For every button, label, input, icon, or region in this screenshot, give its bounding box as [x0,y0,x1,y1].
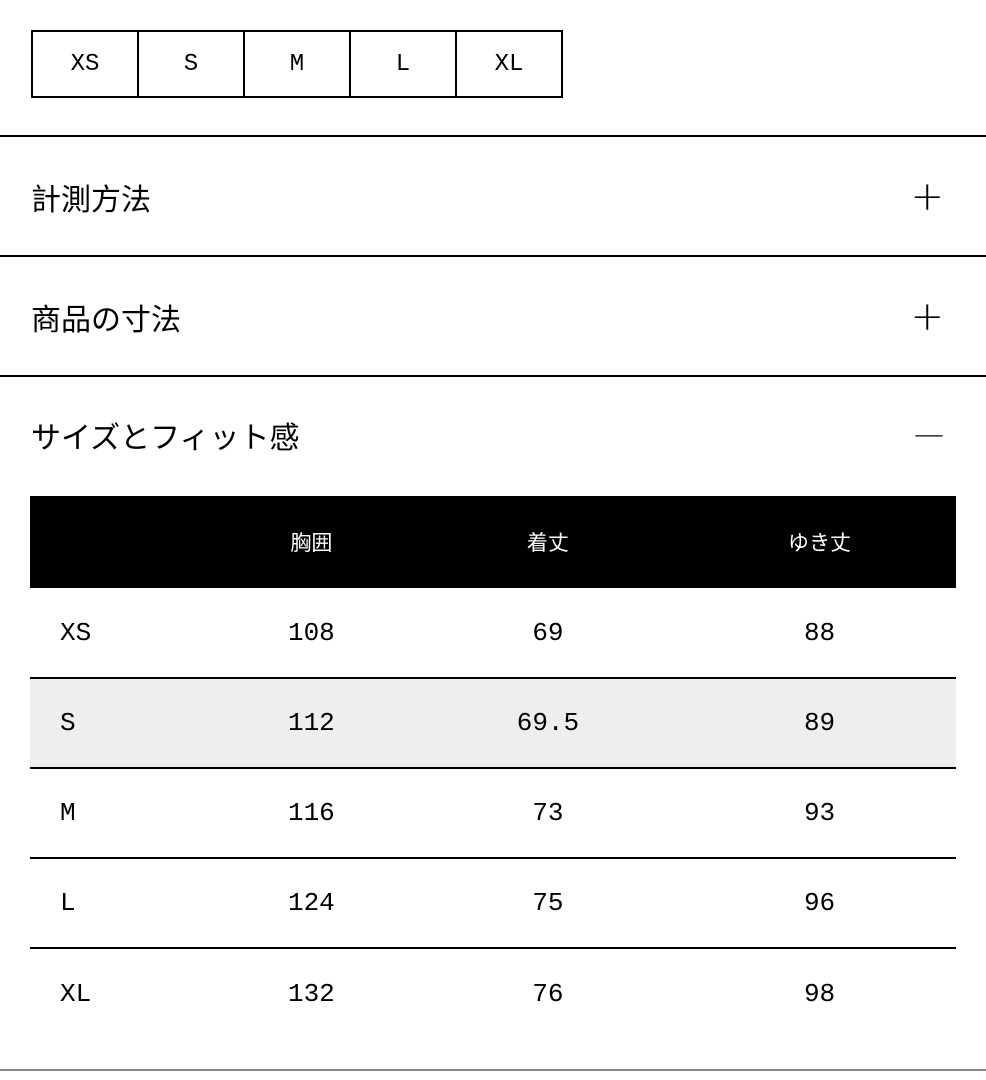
table-cell: 132 [287,978,335,1009]
size-selector: XS S M L XL [31,30,563,98]
accordion-product-dimensions[interactable]: 商品の寸法 + [0,287,986,347]
table-cell: XL [60,978,92,1009]
table-cell: 88 [803,617,836,648]
table-row: S 112 69.5 89 [30,678,956,768]
accordion-measurement-method[interactable]: 計測方法 + [0,167,986,227]
table-row: L 124 75 96 [30,858,956,948]
size-table: 胸囲 着丈 ゆき丈 XS 108 69 88 S 112 69.5 89 M 116 73 93 L 12… [30,496,956,1038]
table-cell: 89 [803,708,836,738]
table-cell: 112 [287,708,335,738]
table-cell: L [60,888,76,918]
table-cell: 69.5 [516,708,580,738]
table-cell: 108 [287,617,335,648]
plus-icon[interactable]: + [910,174,944,220]
plus-icon[interactable]: + [910,294,944,340]
table-cell: 76 [532,978,564,1009]
table-header: 胸囲 着丈 ゆき丈 [30,496,956,588]
table-cell: 98 [803,978,836,1009]
divider [0,135,986,137]
table-row: M 116 73 93 [30,768,956,858]
table-cell: S [60,708,76,738]
divider [0,255,986,257]
accordion-title: 商品の寸法 [31,303,181,338]
header-size [30,496,210,588]
table-row: XS 108 69 88 [30,588,956,678]
size-option-l[interactable]: L [351,32,457,96]
divider [0,1069,986,1071]
size-option-xs[interactable]: XS [33,32,139,96]
table-cell: 96 [803,888,836,918]
accordion-title: 計測方法 [31,183,151,218]
table-cell: 116 [287,798,335,828]
header-chest: 胸囲 [290,531,333,555]
table-cell: 93 [803,798,836,828]
divider [0,375,986,377]
size-option-m[interactable]: M [245,32,351,96]
header-sleeve: ゆき丈 [788,531,852,555]
table-cell: 73 [532,798,564,828]
accordion-size-and-fit[interactable]: サイズとフィット感 — [0,405,986,465]
size-option-xl[interactable]: XL [494,50,524,78]
size-option-s[interactable]: S [139,32,245,96]
table-cell: 69 [532,617,564,648]
minus-icon[interactable]: — [914,417,944,452]
table-cell: M [60,798,76,828]
table-cell: XS [60,617,92,648]
accordion-title: サイズとフィット感 [31,421,300,456]
table-cell: 75 [532,888,564,918]
header-length: 着丈 [526,531,569,555]
table-row: XL 132 76 98 [30,948,956,1038]
table-cell: 124 [287,888,335,918]
